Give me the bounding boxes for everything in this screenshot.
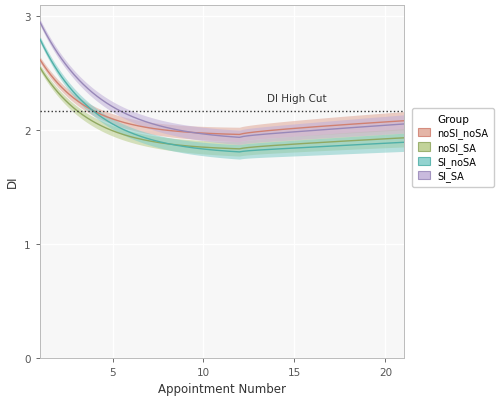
Y-axis label: DI: DI bbox=[6, 176, 18, 188]
Legend: noSI_noSA, noSI_SA, SI_noSA, SI_SA: noSI_noSA, noSI_SA, SI_noSA, SI_SA bbox=[412, 109, 494, 188]
Text: DI High Cut: DI High Cut bbox=[267, 93, 327, 103]
X-axis label: Appointment Number: Appointment Number bbox=[158, 383, 286, 395]
